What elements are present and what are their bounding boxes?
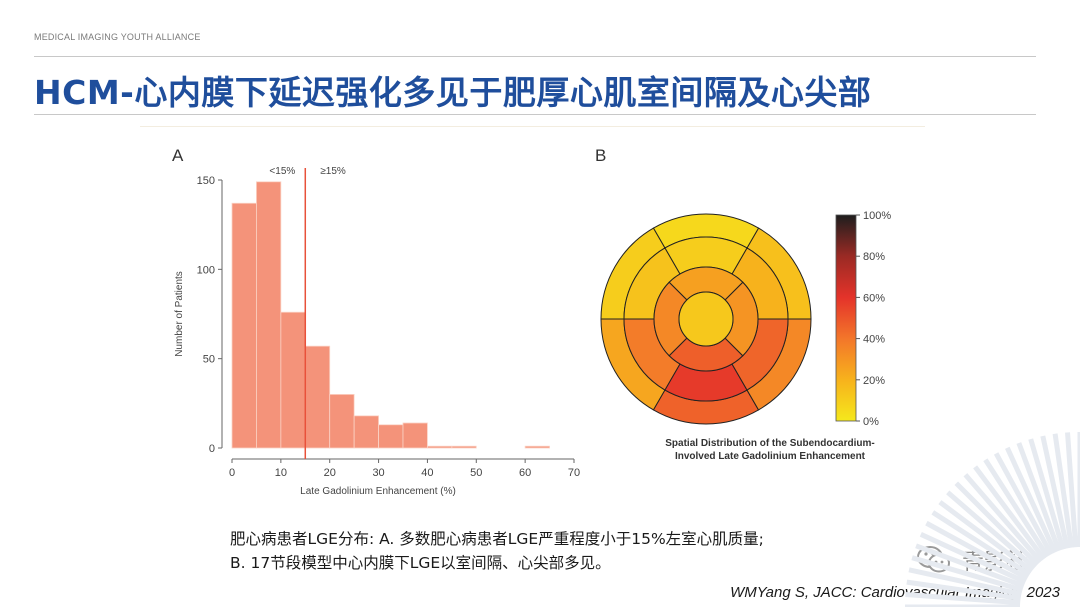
caption-line-2: B. 17节段模型中心内膜下LGE以室间隔、心尖部多见。 bbox=[230, 554, 611, 572]
decorative-ray bbox=[963, 473, 1043, 564]
x-tick-label: 60 bbox=[519, 467, 531, 479]
histogram-bar-0 bbox=[231, 202, 257, 449]
x-tick-label: 10 bbox=[275, 467, 287, 479]
decorative-ray bbox=[1005, 446, 1058, 554]
y-tick-label: 0 bbox=[209, 443, 215, 455]
decorative-ray bbox=[993, 452, 1054, 556]
histogram-bar-9 bbox=[451, 445, 477, 449]
colorbar-tick-label: 20% bbox=[863, 375, 885, 387]
organization-label: MEDICAL IMAGING YOUTH ALLIANCE bbox=[34, 32, 201, 42]
y-tick-label: 150 bbox=[197, 175, 215, 187]
histogram-bar-2 bbox=[280, 311, 306, 449]
decorative-ray bbox=[1065, 432, 1079, 548]
x-tick-label: 50 bbox=[470, 467, 482, 479]
histogram-bar-10 bbox=[524, 445, 550, 449]
decorative-ray bbox=[906, 579, 1021, 601]
decorative-ray bbox=[911, 555, 1024, 593]
bullseye-title-line1: Spatial Distribution of the Subendocardi… bbox=[665, 438, 874, 449]
caption-line-1: 肥心病患者LGE分布: A. 多数肥心病患者LGE严重程度小于15%左室心肌质量… bbox=[230, 530, 764, 548]
figure-frame bbox=[140, 126, 925, 509]
slide-title: HCM-心内膜下延迟强化多见于肥厚心肌室间隔及心尖部 bbox=[34, 73, 872, 112]
citation: WMYang S, JACC: Cardiovascular Imaging. … bbox=[730, 584, 1060, 601]
colorbar-tick-label: 60% bbox=[863, 292, 885, 304]
decorative-ray bbox=[954, 481, 1040, 567]
bullseye-segment-17 bbox=[678, 291, 734, 347]
decorative-ray bbox=[973, 465, 1047, 561]
y-tick-label: 50 bbox=[203, 354, 215, 366]
y-tick-label: 100 bbox=[197, 264, 215, 276]
x-tick-label: 20 bbox=[324, 467, 336, 479]
cutoff-label-right: ≥15% bbox=[320, 166, 346, 177]
decorative-ray bbox=[919, 532, 1027, 585]
histogram-bar-8 bbox=[427, 445, 453, 449]
decorative-ray bbox=[905, 592, 1021, 606]
panel-b-label: B bbox=[595, 146, 606, 165]
histogram-bar-3 bbox=[304, 345, 331, 449]
x-axis-label: Late Gadolinium Enhancement (%) bbox=[300, 486, 456, 497]
bullseye-chart: B 0% 20% 40% 60% 80% 100% Spatial Distributio… bbox=[595, 146, 891, 462]
cutoff-label-left: <15% bbox=[269, 166, 295, 177]
colorbar bbox=[835, 214, 857, 422]
decorative-ray bbox=[1040, 435, 1070, 549]
colorbar-tick-label: 40% bbox=[863, 334, 885, 346]
histogram-bar-1 bbox=[256, 181, 282, 449]
x-tick-label: 30 bbox=[372, 467, 384, 479]
histogram-bar-4 bbox=[329, 393, 355, 449]
histogram-chart: A 0 50 100 150 0 10 20 30 40 50 60 70 <15% ≥15% La… bbox=[172, 146, 580, 497]
panel-a-label: A bbox=[172, 146, 184, 165]
decorative-rays bbox=[905, 432, 1080, 607]
top-divider bbox=[34, 56, 1036, 57]
colorbar-tick-label: 100% bbox=[863, 210, 891, 222]
x-tick-label: 0 bbox=[229, 467, 235, 479]
x-tick-label: 40 bbox=[421, 467, 433, 479]
colorbar-tick-label: 0% bbox=[863, 416, 879, 428]
decorative-ray bbox=[1052, 433, 1074, 548]
decorative-ray bbox=[908, 567, 1022, 597]
decorative-ray bbox=[931, 510, 1031, 577]
decorative-ray bbox=[925, 520, 1029, 581]
decorative-ray bbox=[915, 543, 1025, 589]
title-divider bbox=[34, 114, 1036, 115]
histogram-bar-6 bbox=[378, 424, 404, 449]
decorative-ray bbox=[1028, 438, 1066, 551]
bullseye-title-line2: Involved Late Gadolinium Enhancement bbox=[675, 451, 866, 462]
decorative-ray bbox=[1016, 442, 1062, 552]
y-axis-label: Number of Patients bbox=[174, 271, 185, 357]
decorative-ray bbox=[946, 490, 1037, 570]
colorbar-tick-label: 80% bbox=[863, 251, 885, 263]
decorative-ray bbox=[983, 458, 1050, 558]
decorative-ray bbox=[938, 500, 1034, 574]
x-tick-label: 70 bbox=[568, 467, 580, 479]
histogram-bar-5 bbox=[353, 415, 379, 449]
histogram-bar-7 bbox=[402, 422, 428, 449]
figure-caption: 肥心病患者LGE分布: A. 多数肥心病患者LGE严重程度小于15%左室心肌质量… bbox=[230, 527, 764, 575]
